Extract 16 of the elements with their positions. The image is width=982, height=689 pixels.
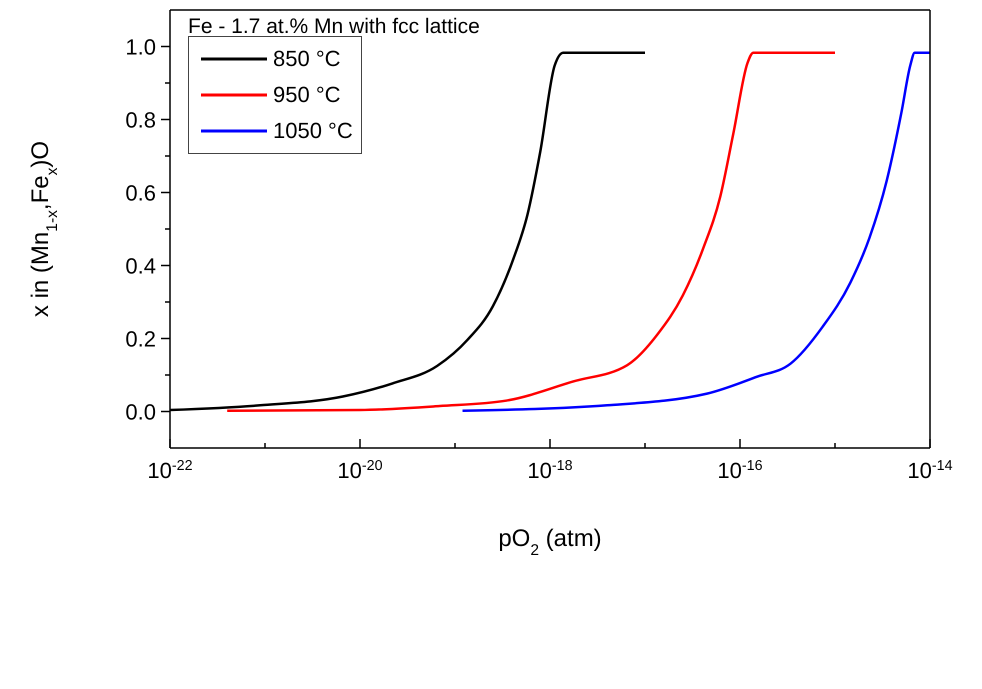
y-tick-label: 0.6 <box>125 180 156 206</box>
x-tick-label: 10$^{-14}$ <box>907 458 953 483</box>
legend-label: 950 °C <box>273 81 341 109</box>
chart-title: Fe - 1.7 at.% Mn with fcc lattice <box>188 15 480 39</box>
x-axis-title: pO$_{2}$ (atm) <box>498 525 602 558</box>
x-tick-label: 10$^{-22}$ <box>147 458 193 483</box>
y-tick-label: 0.2 <box>125 326 156 352</box>
y-tick-label: 0.4 <box>125 254 156 278</box>
legend-label: 1050 °C <box>273 117 353 145</box>
y-tick-label: 1.0 <box>125 34 156 60</box>
x-tick-label: 10$^{-18}$ <box>527 458 573 483</box>
x-tick-label: 10$^{-16}$ <box>717 458 763 483</box>
legend-label: 850 °C <box>273 45 341 73</box>
y-tick-label: 0.8 <box>125 108 156 132</box>
x-tick-label: 10$^{-20}$ <box>337 458 383 483</box>
y-tick-label: 0.0 <box>125 400 156 424</box>
